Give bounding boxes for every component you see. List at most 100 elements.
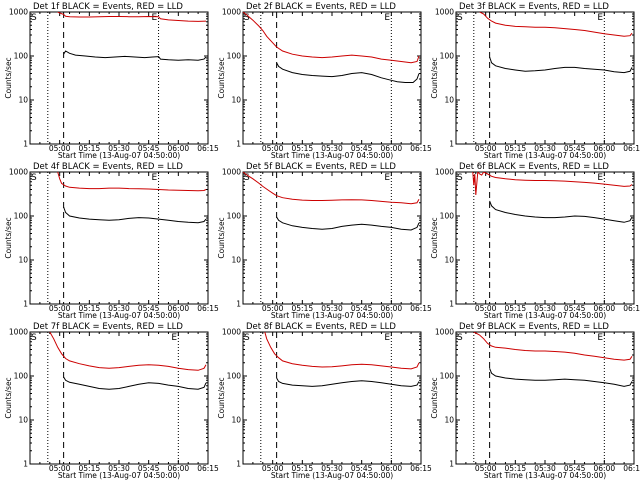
- plot-frame: [242, 331, 422, 465]
- start-flag: S: [31, 13, 37, 23]
- y-axis-label: Counts/sec: [4, 57, 13, 98]
- y-tick-label: 1000: [435, 8, 454, 17]
- start-flag: S: [31, 173, 37, 183]
- lld-series-line: [472, 172, 633, 196]
- y-tick-label: 10: [231, 256, 241, 265]
- y-axis-label: Counts/sec: [217, 57, 226, 98]
- y-tick-label: 10: [444, 96, 454, 105]
- y-tick-label: 10: [18, 96, 28, 105]
- y-tick-label: 1000: [222, 8, 241, 17]
- y-tick-label: 100: [440, 52, 455, 61]
- end-flag: E: [384, 333, 390, 343]
- y-tick-label: 1: [236, 140, 241, 149]
- end-flag: E: [152, 173, 158, 183]
- panel-title: Det 2f BLACK = Events, RED = LLD: [246, 2, 396, 12]
- events-series-line: [276, 216, 420, 231]
- y-tick-label: 1: [449, 300, 454, 309]
- y-tick-label: 1000: [9, 8, 28, 17]
- panel-title: Det 5f BLACK = Events, RED = LLD: [246, 162, 396, 172]
- start-flag: S: [31, 333, 37, 343]
- start-flag: S: [244, 173, 250, 183]
- lld-series-line: [479, 12, 633, 37]
- plot-frame: [29, 11, 209, 145]
- x-tick-label: 05:00: [49, 304, 71, 313]
- x-tick-label: 05:30: [321, 144, 343, 153]
- x-tick-label: 05:00: [262, 464, 284, 473]
- panel-title: Det 3f BLACK = Events, RED = LLD: [459, 2, 609, 12]
- x-tick-label: 05:15: [79, 464, 101, 473]
- x-tick-label: 05:45: [564, 464, 586, 473]
- x-axis-label: Start Time (13-Aug-07 04:50:00): [58, 151, 180, 160]
- y-tick-label: 1000: [435, 328, 454, 337]
- plot-frame: [455, 331, 635, 465]
- y-tick-label: 10: [18, 256, 28, 265]
- y-tick-label: 100: [440, 372, 455, 381]
- x-tick-label: 05:45: [351, 464, 373, 473]
- y-tick-label: 1: [449, 460, 454, 469]
- y-tick-label: 10: [231, 96, 241, 105]
- x-tick-label: 05:15: [292, 304, 314, 313]
- x-tick-label: 05:45: [138, 464, 160, 473]
- x-tick-label: 05:00: [262, 304, 284, 313]
- y-tick-label: 1: [449, 140, 454, 149]
- x-tick-label: 06:00: [168, 144, 190, 153]
- plot-frame: [242, 171, 422, 305]
- plot-frame: [455, 171, 635, 305]
- x-tick-label: 05:15: [505, 464, 527, 473]
- x-tick-label: 05:00: [262, 144, 284, 153]
- x-tick-label: 05:30: [108, 304, 130, 313]
- x-tick-label: 05:15: [79, 144, 101, 153]
- y-axis-label: Counts/sec: [217, 377, 226, 418]
- x-tick-label: 06:00: [381, 144, 403, 153]
- x-tick-label: 06:00: [594, 144, 616, 153]
- x-tick-label: 05:15: [292, 144, 314, 153]
- end-flag: E: [384, 173, 390, 183]
- end-flag: E: [384, 13, 390, 23]
- y-axis-label: Counts/sec: [4, 217, 13, 258]
- lld-series-line: [264, 332, 420, 370]
- x-tick-label: 05:45: [351, 304, 373, 313]
- end-flag: E: [597, 173, 603, 183]
- y-tick-label: 100: [227, 372, 242, 381]
- x-tick-label: 06:00: [381, 304, 403, 313]
- y-tick-label: 10: [18, 416, 28, 425]
- x-tick-label: 06:15: [197, 304, 219, 313]
- x-tick-label: 06:15: [410, 144, 432, 153]
- x-tick-label: 05:45: [564, 144, 586, 153]
- x-tick-label: 06:00: [381, 464, 403, 473]
- end-flag: E: [152, 13, 158, 23]
- y-tick-label: 100: [227, 52, 242, 61]
- y-tick-label: 1: [236, 460, 241, 469]
- y-axis-label: Counts/sec: [430, 377, 439, 418]
- x-tick-label: 05:45: [351, 144, 373, 153]
- x-tick-label: 06:00: [168, 464, 190, 473]
- x-axis-label: Start Time (13-Aug-07 04:50:00): [484, 471, 606, 480]
- y-tick-label: 100: [14, 212, 29, 221]
- plot-frame: [29, 171, 209, 305]
- end-flag: E: [597, 13, 603, 23]
- x-tick-label: 05:15: [505, 304, 527, 313]
- events-series-line: [489, 368, 633, 387]
- plot-frame: [242, 11, 422, 145]
- y-axis-label: Counts/sec: [430, 57, 439, 98]
- x-tick-label: 05:00: [49, 464, 71, 473]
- plot-frame: [455, 11, 635, 145]
- y-tick-label: 10: [231, 416, 241, 425]
- x-tick-label: 05:45: [564, 304, 586, 313]
- lld-series-line: [243, 12, 420, 64]
- y-tick-label: 100: [14, 372, 29, 381]
- panel-title: Det 9f BLACK = Events, RED = LLD: [459, 322, 609, 332]
- events-series-line: [63, 376, 207, 390]
- x-tick-label: 05:30: [108, 464, 130, 473]
- x-tick-label: 06:00: [594, 464, 616, 473]
- panel-title: Det 4f BLACK = Events, RED = LLD: [33, 162, 183, 172]
- x-tick-label: 06:00: [168, 304, 190, 313]
- x-tick-label: 05:00: [475, 304, 497, 313]
- x-tick-label: 05:45: [138, 304, 160, 313]
